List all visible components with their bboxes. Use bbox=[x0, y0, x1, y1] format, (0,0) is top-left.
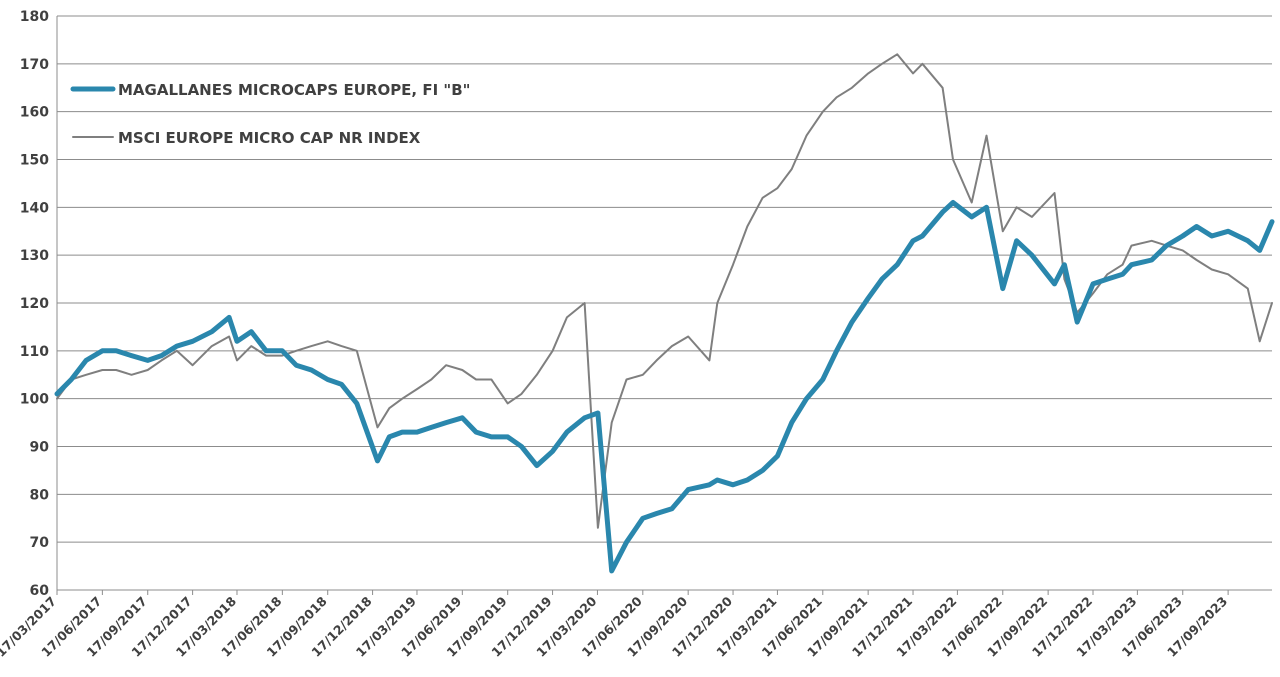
y-tick-label: 180 bbox=[20, 9, 49, 25]
legend-label-msci: MSCI EUROPE MICRO CAP NR INDEX bbox=[118, 129, 421, 147]
y-tick-label: 160 bbox=[20, 105, 49, 121]
y-axis-ticks: 60 70 80 90 100 110 120 130 140 150 160 170 180 bbox=[20, 9, 49, 599]
y-tick-label: 140 bbox=[20, 200, 49, 216]
y-tick-label: 100 bbox=[20, 392, 49, 408]
y-tick-label: 170 bbox=[20, 57, 49, 73]
y-tick-label: 90 bbox=[30, 440, 50, 456]
series-lines bbox=[54, 53, 1275, 574]
y-tick-label: 130 bbox=[20, 248, 49, 264]
axes bbox=[56, 16, 1272, 595]
y-tick-label: 150 bbox=[20, 153, 49, 169]
series-line-magallanes bbox=[54, 200, 1275, 574]
y-tick-label: 120 bbox=[20, 296, 49, 312]
y-tick-label: 110 bbox=[20, 344, 49, 360]
y-tick-label: 80 bbox=[30, 487, 50, 503]
y-tick-label: 60 bbox=[30, 583, 50, 599]
x-axis-ticks: 17/03/201717/06/201717/09/201717/12/2017… bbox=[0, 593, 1230, 659]
legend: MAGALLANES MICROCAPS EUROPE, FI "B" MSCI… bbox=[70, 81, 470, 147]
y-tick-label: 70 bbox=[30, 535, 50, 551]
grid-lines bbox=[57, 15, 1272, 591]
legend-label-magallanes: MAGALLANES MICROCAPS EUROPE, FI "B" bbox=[118, 81, 470, 99]
